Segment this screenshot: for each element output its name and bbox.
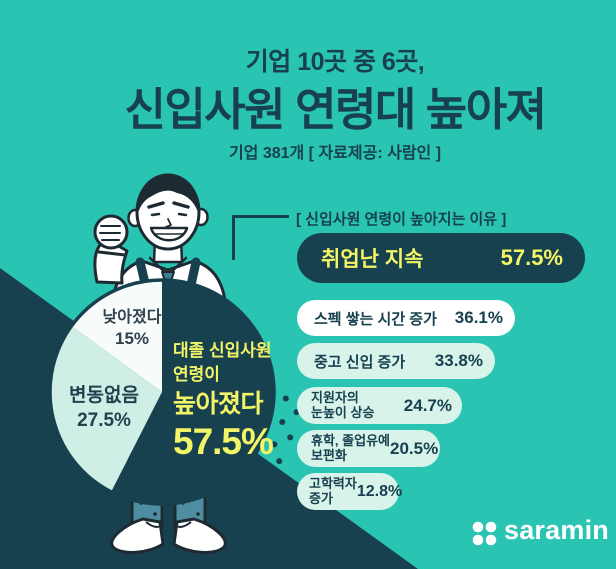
pant-dot: [196, 512, 200, 516]
shoe-right: [172, 517, 227, 554]
reason-label: 휴학, 졸업유예 보편화: [311, 432, 390, 463]
character-illustration: [93, 173, 229, 347]
reason-label-line2: 보편화: [311, 447, 347, 463]
hair: [136, 174, 200, 216]
reason-value: 20.5%: [389, 438, 439, 458]
reason-value: 12.8%: [356, 482, 403, 500]
pie-label-increased: 대졸 신입사원 연령이 높아졌다 57.5%: [173, 341, 274, 463]
pie-label-no-change-value: 27.5%: [77, 410, 131, 431]
reason-label: 고학력자 증가: [309, 475, 357, 506]
pie-label-increased-line3: 높아졌다: [173, 390, 264, 419]
title-line1: 기업 10곳 중 6곳,: [245, 48, 425, 76]
pie-chart: [48, 278, 276, 506]
title-line2: 신입사원 연령대 높아져: [124, 84, 547, 135]
reason-bar-4: 지원자의 눈높이 상승 24.7%: [297, 387, 462, 424]
pie-slice-no-change: [50, 326, 162, 492]
dotted-arc-decoration: [224, 395, 300, 503]
pie-label-no-change-text: 변동없음: [69, 385, 139, 406]
raised-arm: [93, 237, 129, 285]
subtitle: 기업 381개 [ 자료제공: 사람인 ]: [228, 145, 442, 162]
shoe-left: [110, 517, 165, 554]
pie-label-decreased-value: 15%: [114, 329, 150, 348]
reason-label-line1: 휴학, 졸업유예: [311, 432, 390, 448]
pie-outline: [48, 278, 276, 506]
connector-line-vertical: [232, 215, 235, 260]
reason-bar-2: 스펙 쌓는 시간 증가 36.1%: [297, 300, 515, 336]
fist-fingers: [99, 225, 121, 241]
pie-label-increased-line1: 대졸 신입사원: [173, 341, 272, 360]
reason-bar-5: 휴학, 졸업유예 보편화 20.5%: [297, 430, 440, 467]
pant-dot: [153, 512, 157, 516]
shoe-laces: [145, 521, 192, 528]
saramin-logo-text: saramin: [504, 515, 609, 545]
reason-label: 스펙 쌓는 시간 증가: [314, 310, 437, 328]
reason-label-line2: 눈높이 상승: [311, 404, 375, 420]
pie-label-increased-value: 57.5%: [173, 420, 274, 462]
reason-bar-3: 중고 신입 증가 33.8%: [297, 343, 495, 379]
pie-slice-increased: [111, 280, 275, 504]
reason-label: 지원자의 눈높이 상승: [311, 389, 375, 420]
pie-label-decreased-text: 낮아졌다: [102, 309, 162, 326]
reason-bar-6: 고학력자 증가 12.8%: [297, 473, 403, 510]
reason-value: 24.7%: [403, 395, 452, 415]
cuff-line: [97, 250, 127, 257]
connector-line-horizontal: [232, 215, 289, 218]
reason-label: 취업난 지속: [321, 248, 424, 271]
pie-slice-decreased: [71, 280, 162, 392]
reason-value: 36.1%: [454, 308, 503, 327]
reason-value: 33.8%: [434, 351, 483, 370]
nose: [165, 218, 172, 228]
reasons-panel-title: [ 신입사원 연령이 높아지는 이유 ]: [296, 211, 507, 228]
reason-label-line2: 증가: [309, 490, 333, 506]
reason-label: 중고 신입 증가: [314, 353, 406, 371]
eyebrows: [147, 201, 190, 209]
reason-bar-1: 취업난 지속 57.5%: [297, 233, 585, 283]
pie-label-increased-line2: 연령이: [173, 364, 220, 384]
pie-label-no-change: 변동없음 27.5%: [58, 380, 150, 432]
saramin-logo-icon: [472, 521, 497, 546]
reason-label-line1: 지원자의: [311, 389, 359, 405]
reason-value: 57.5%: [500, 245, 563, 270]
reason-label-line1: 고학력자: [309, 475, 357, 491]
pie-label-decreased: 낮아졌다 15%: [92, 303, 172, 349]
eyes: [150, 212, 188, 217]
